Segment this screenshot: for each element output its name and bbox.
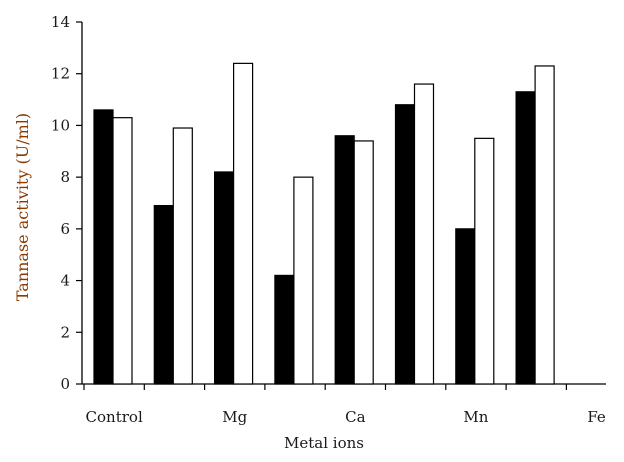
y-axis-label: Tannase activity (U/ml) — [13, 113, 32, 301]
x-axis-ticks: Control Mg Ca Mn Fe — [83, 384, 606, 426]
x-tick-label: Mn — [463, 408, 488, 426]
y-axis-ticks: 0 2 4 6 8 10 12 14 — [51, 13, 82, 393]
y-tick-label: 4 — [60, 272, 70, 290]
y-tick-label: 2 — [60, 323, 70, 341]
bar-open-1 — [112, 117, 133, 385]
x-tick-label: Mg — [222, 408, 247, 426]
bar-open-6 — [413, 83, 435, 385]
y-tick-label: 6 — [60, 220, 70, 238]
bar-open-7 — [474, 137, 495, 385]
y-tick-label: 8 — [60, 168, 70, 186]
bar-filled-7 — [455, 228, 476, 385]
bar-filled-6 — [394, 104, 416, 385]
y-tick-label: 0 — [60, 375, 70, 393]
x-tick-label: Fe — [587, 408, 606, 426]
bar-open-3 — [233, 62, 254, 385]
bar-filled-3 — [214, 171, 235, 385]
bar-open-5 — [353, 140, 374, 385]
bar-open-2 — [172, 127, 193, 385]
y-tick-label: 12 — [51, 65, 70, 83]
y-tick-label: 10 — [51, 116, 70, 134]
bar-open-8 — [534, 65, 555, 385]
x-axis-label: Metal ions — [284, 434, 364, 452]
bar-filled-8 — [515, 91, 536, 385]
bar-filled-4 — [274, 274, 295, 385]
bar-filled-1 — [93, 109, 114, 385]
x-tick-label: Control — [86, 408, 143, 426]
bar-filled-5 — [334, 135, 355, 385]
x-tick-label: Ca — [345, 408, 365, 426]
bar-open-4 — [293, 176, 314, 385]
y-tick-label: 14 — [51, 13, 70, 31]
bar-filled-2 — [153, 204, 174, 385]
bars — [93, 62, 555, 385]
